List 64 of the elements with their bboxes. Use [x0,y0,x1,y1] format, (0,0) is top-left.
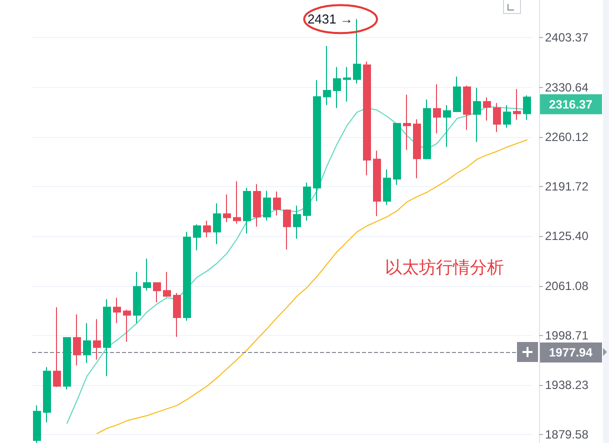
y-tick-label: 1998.71 [545,328,589,342]
candlestick [233,180,241,224]
text: 2316.37 [549,97,593,112]
candlestick [323,45,331,106]
y-tick-label: 1879.58 [545,428,589,442]
candlestick [333,66,341,108]
candlestick [173,292,181,338]
candlestick [293,205,301,240]
candlestick [353,18,361,84]
candlestick [503,104,511,128]
candlestick [443,104,451,148]
candlestick [423,99,431,160]
candlestick [183,231,191,322]
candlestick [83,322,91,364]
candlestick [73,314,81,366]
candlestick [113,297,121,324]
candlestick [273,191,281,216]
candlestick [43,366,51,423]
candlestick [343,66,351,102]
candlestick [223,194,231,223]
candlestick [263,190,271,222]
candlestick [453,76,461,113]
y-tick-label: 2330.64 [545,80,589,94]
annotation: 以太坊行情分析 [385,258,504,278]
candlestick [143,258,151,292]
y-tick-label: 2061.08 [545,278,589,293]
candlestick [313,80,321,202]
line-series [96,139,528,434]
candlestick [523,94,531,120]
candlestick [413,118,421,179]
candlestick [93,318,101,360]
y-tick-label: 2191.72 [545,180,589,194]
candlestick [513,88,521,120]
y-tick-label: 2260.12 [545,130,589,144]
candlestick [463,85,471,130]
candlestick [243,187,251,234]
annotation: 2431 → [307,12,353,27]
candlestick [493,102,501,132]
candlestick [403,94,411,150]
candlestick [63,337,71,390]
candlestick [123,309,131,342]
y-tick-label: 2403.37 [545,30,589,45]
candlestick [163,271,171,298]
ref-line-label: 1977.94 [549,345,593,360]
candlestick [203,220,211,238]
candlestick [483,96,491,122]
candlestick [283,208,291,250]
candlestick [133,271,141,324]
candlestick [373,150,381,217]
candlestick [393,122,401,186]
candlestick [153,282,161,303]
candlestick [33,404,41,443]
candlestick [253,184,261,228]
candlestick [433,84,441,134]
y-tick-label: 2125.40 [545,229,589,244]
candlestick [473,87,481,142]
candlestick [383,168,391,206]
candlestick [103,298,111,377]
candlestick [213,202,221,245]
candlestick [193,224,201,251]
candlestick [303,182,311,222]
candlestick [363,61,371,176]
candlestick [53,306,61,388]
y-tick-label: 1938.23 [545,378,589,392]
